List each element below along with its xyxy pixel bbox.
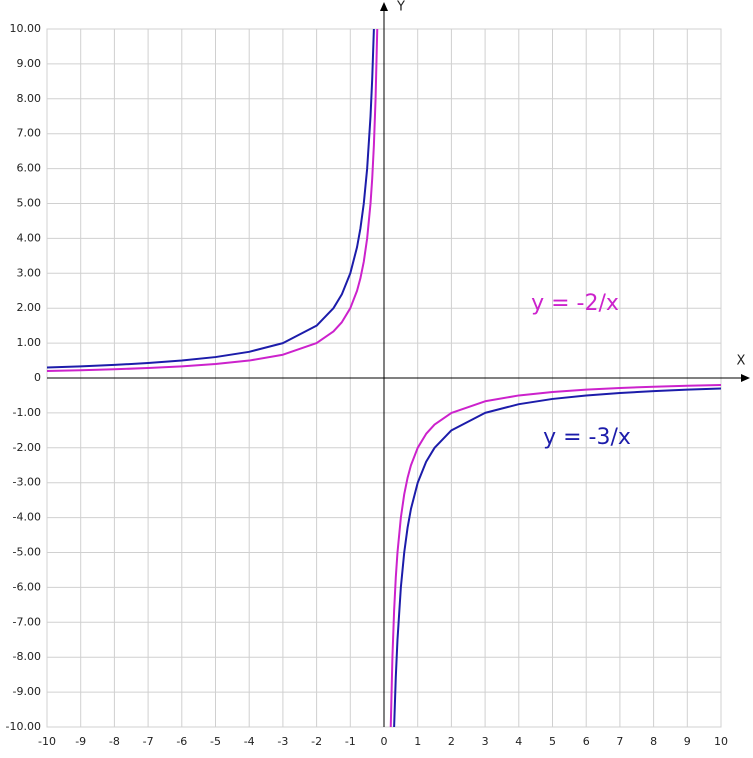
x-tick-label: -7 — [143, 735, 154, 748]
x-tick-label: -1 — [345, 735, 356, 748]
y-tick-label: 7.00 — [17, 127, 42, 140]
x-tick-label: 7 — [616, 735, 623, 748]
x-tick-label: 2 — [448, 735, 455, 748]
y-tick-label: -9.00 — [13, 685, 41, 698]
y-tick-label: -3.00 — [13, 476, 41, 489]
y-tick-label: 2.00 — [17, 301, 42, 314]
y-tick-label: -5.00 — [13, 546, 41, 559]
x-tick-label: 4 — [515, 735, 522, 748]
series-label: y = -2/x — [531, 291, 619, 316]
x-tick-label: 5 — [549, 735, 556, 748]
series-line — [389, 383, 721, 727]
y-tick-label: -1.00 — [13, 406, 41, 419]
x-tick-label: 3 — [482, 735, 489, 748]
y-axis-label: Y — [396, 0, 405, 15]
x-tick-label: -5 — [210, 735, 221, 748]
x-axis-label: X — [737, 354, 746, 369]
series-line — [47, 29, 379, 373]
y-tick-label: 3.00 — [17, 266, 42, 279]
x-tick-label: 0 — [381, 735, 388, 748]
y-tick-label: 1.00 — [17, 336, 42, 349]
y-tick-label: -10.00 — [6, 720, 41, 733]
y-tick-label: 6.00 — [17, 162, 42, 175]
y-tick-label: -2.00 — [13, 441, 41, 454]
series-line — [47, 29, 375, 369]
y-tick-label: 10.00 — [10, 22, 42, 35]
y-tick-label: -4.00 — [13, 511, 41, 524]
y-tick-label: -8.00 — [13, 650, 41, 663]
axes — [47, 2, 750, 727]
x-tick-label: 8 — [650, 735, 657, 748]
y-tick-label: 4.00 — [17, 231, 42, 244]
y-tick-label: -7.00 — [13, 615, 41, 628]
x-tick-label: -9 — [75, 735, 86, 748]
y-tick-label: 0 — [34, 371, 41, 384]
x-tick-label: 1 — [414, 735, 421, 748]
y-tick-label: 9.00 — [17, 57, 42, 70]
x-tick-label: -3 — [277, 735, 288, 748]
x-tick-label: -10 — [38, 735, 56, 748]
y-tick-label: -6.00 — [13, 580, 41, 593]
x-tick-label: 10 — [714, 735, 728, 748]
series-line — [393, 387, 721, 727]
x-tick-label: -4 — [244, 735, 255, 748]
series-label: y = -3/x — [543, 425, 631, 450]
x-tick-label: -2 — [311, 735, 322, 748]
y-tick-label: 5.00 — [17, 197, 42, 210]
curves — [47, 29, 721, 727]
y-tick-label: 8.00 — [17, 92, 42, 105]
x-tick-label: 6 — [583, 735, 590, 748]
x-tick-label: 9 — [684, 735, 691, 748]
x-tick-label: -8 — [109, 735, 120, 748]
x-tick-label: -6 — [176, 735, 187, 748]
labels: -10 -9 -8 -7 -6 -5 -4 -3 -2 -1 0 1 2 3 4 5 6 7 8 9 10-10.00-… — [6, 22, 728, 748]
